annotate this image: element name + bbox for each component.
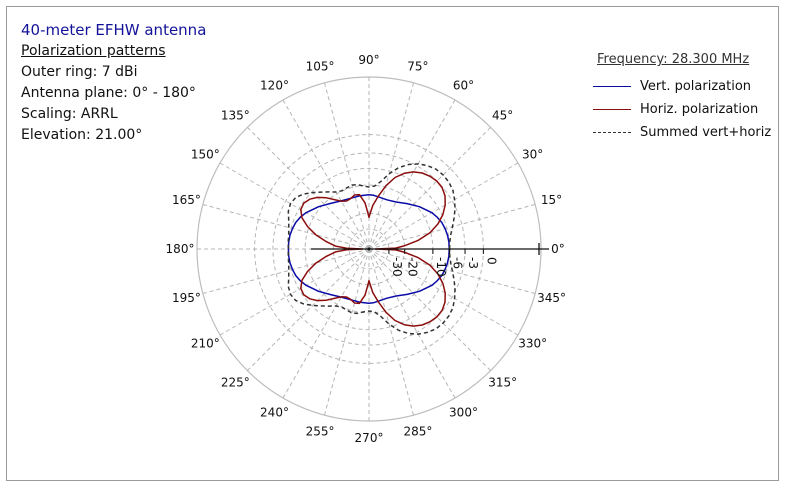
angle-label-120: 120° xyxy=(260,78,289,92)
angle-label-330: 330° xyxy=(518,337,547,351)
legend-swatch-vert xyxy=(593,86,631,87)
legend-item-vert: Vert. polarization xyxy=(593,75,771,98)
legend-label-summed: Summed vert+horiz xyxy=(640,125,772,140)
legend-swatch-summed xyxy=(593,132,631,133)
angle-label-180: 180° xyxy=(166,242,195,256)
angle-label-345: 345° xyxy=(537,291,566,305)
legend-label-vert: Vert. polarization xyxy=(640,79,752,94)
angle-label-90: 90° xyxy=(358,53,379,67)
radial-tick-label-5: -30 xyxy=(390,257,404,277)
angle-label-315: 315° xyxy=(488,376,517,390)
angle-label-0: 0° xyxy=(551,242,565,256)
grid-spoke-330 xyxy=(368,248,519,336)
center-point xyxy=(367,247,371,251)
grid-spoke-75 xyxy=(368,82,414,250)
angle-label-240: 240° xyxy=(260,406,289,420)
series-summed xyxy=(287,163,456,335)
grid-spoke-30 xyxy=(368,162,519,250)
scaling-label: Scaling: ARRL xyxy=(21,106,118,122)
radial-tick-label-3: -10 xyxy=(434,257,448,277)
grid-spoke-255 xyxy=(324,248,370,416)
radial-tick-label-4: -20 xyxy=(406,257,420,277)
outer-ring-label: Outer ring: 7 dBi xyxy=(21,64,138,80)
grid-spoke-300 xyxy=(368,248,456,399)
antenna-plane-label: Antenna plane: 0° - 180° xyxy=(21,85,196,101)
grid-spoke-165 xyxy=(202,204,370,250)
angle-label-210: 210° xyxy=(191,337,220,351)
legend: Frequency: 28.300 MHz Vert. polarization… xyxy=(593,52,771,144)
angle-label-60: 60° xyxy=(453,78,474,92)
grid-spoke-285 xyxy=(368,248,414,416)
radial-tick-label-0: 0 xyxy=(484,257,498,265)
legend-swatch-horiz xyxy=(593,109,631,110)
grid-spoke-315 xyxy=(368,248,491,371)
angle-label-195: 195° xyxy=(172,291,201,305)
grid-spoke-150 xyxy=(219,162,370,250)
grid-spoke-60 xyxy=(368,99,456,250)
angle-label-165: 165° xyxy=(172,193,201,207)
angle-label-30: 30° xyxy=(522,148,543,162)
angle-label-135: 135° xyxy=(221,108,250,122)
grid-spoke-210 xyxy=(219,248,370,336)
grid-spoke-105 xyxy=(324,82,370,250)
angle-label-270: 270° xyxy=(355,431,384,445)
grid-spoke-195 xyxy=(202,248,370,294)
grid-spoke-135 xyxy=(247,127,370,250)
angle-label-45: 45° xyxy=(492,108,513,122)
legend-item-horiz: Horiz. polarization xyxy=(593,98,771,121)
radial-tick-label-1: -3 xyxy=(466,257,480,269)
angle-label-285: 285° xyxy=(403,425,432,439)
grid-spoke-240 xyxy=(282,248,370,399)
angle-label-255: 255° xyxy=(306,425,335,439)
grid-spoke-225 xyxy=(247,248,370,371)
angle-label-75: 75° xyxy=(407,59,428,73)
grid-spoke-45 xyxy=(368,127,491,250)
chart-subtitle: Polarization patterns xyxy=(21,43,166,59)
info-panel: 40-meter EFHW antenna Polarization patte… xyxy=(21,20,206,146)
elevation-label: Elevation: 21.00° xyxy=(21,127,143,143)
grid-spoke-120 xyxy=(282,99,370,250)
angle-label-225: 225° xyxy=(221,376,250,390)
chart-title: 40-meter EFHW antenna xyxy=(21,21,207,39)
series-vert xyxy=(287,193,450,305)
legend-item-summed: Summed vert+horiz xyxy=(593,121,771,144)
chart-frame xyxy=(6,6,779,481)
angle-label-105: 105° xyxy=(306,59,335,73)
legend-label-horiz: Horiz. polarization xyxy=(640,102,759,117)
radial-tick-label-2: -6 xyxy=(451,257,465,269)
frequency-label: Frequency: 28.300 MHz xyxy=(597,52,750,67)
angle-label-150: 150° xyxy=(191,148,220,162)
angle-label-300: 300° xyxy=(449,406,478,420)
angle-label-15: 15° xyxy=(541,193,562,207)
